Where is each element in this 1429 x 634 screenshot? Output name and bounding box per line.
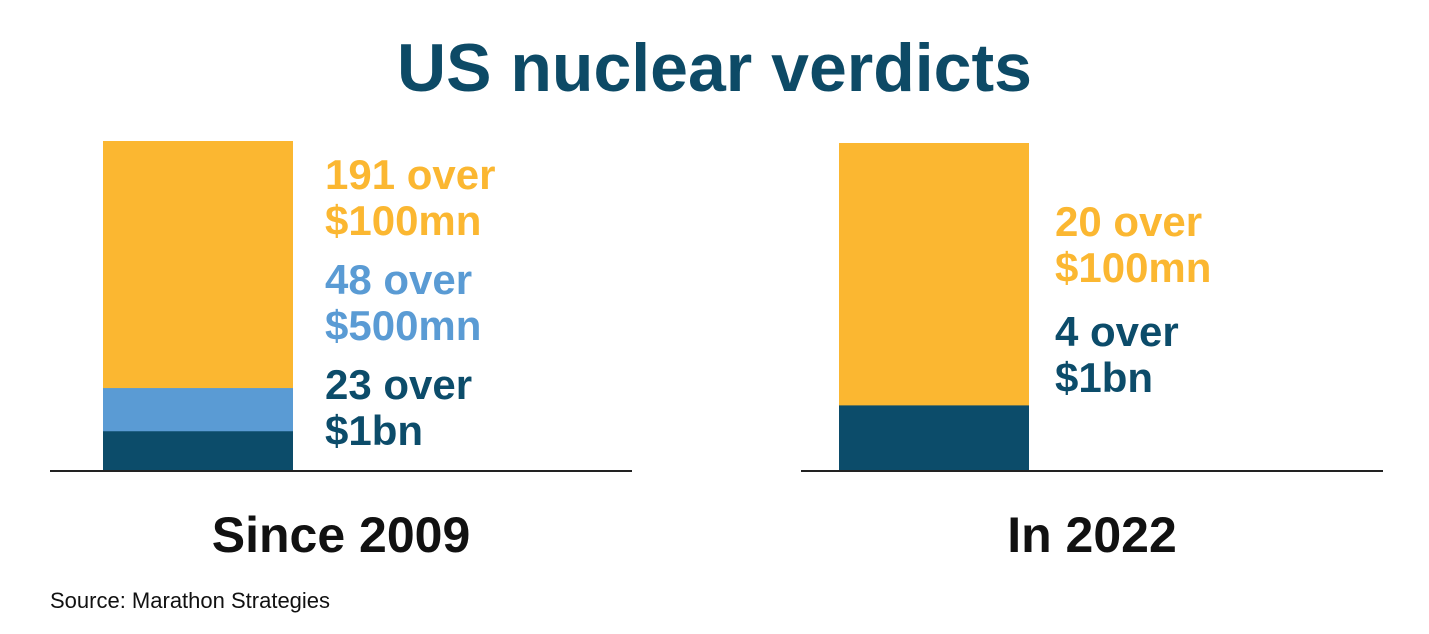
segment-label-over-100mn: 191 over $100mn [325, 152, 495, 244]
segment-label-threshold: $100mn [325, 197, 482, 244]
segment-label-over-100mn: 20 over $100mn [1055, 199, 1211, 291]
stacked-bar-since-2009 [103, 141, 293, 471]
segment-label-over-500mn: 48 over $500mn [325, 257, 481, 349]
bar-segment-over-1bn [839, 405, 1029, 471]
panel-label-since-2009: Since 2009 [211, 507, 471, 563]
panel-label-in-2022: In 2022 [1007, 507, 1177, 563]
segment-label-threshold: $1bn [325, 407, 424, 454]
segment-label-count: 191 over [325, 151, 496, 198]
chart-panel-since-2009: 191 over $100mn 48 over $500mn 23 over $… [50, 141, 632, 563]
source-note: Source: Marathon Strategies [50, 588, 331, 613]
chart-panel-in-2022: 20 over $100mn 4 over $1bn In 2022 [715, 0, 1429, 634]
bar-segment-over-1bn [103, 431, 293, 471]
segment-label-count: 20 over [1055, 198, 1203, 245]
stacked-bar-in-2022 [839, 143, 1029, 471]
bar-svg [839, 143, 1029, 471]
segment-label-threshold: $100mn [1055, 244, 1212, 291]
segment-label-threshold: $1bn [1055, 354, 1154, 401]
baseline [50, 470, 632, 472]
segment-label-over-1bn: 23 over $1bn [325, 362, 472, 454]
segment-label-count: 23 over [325, 361, 473, 408]
segment-label-over-1bn: 4 over $1bn [1055, 309, 1179, 401]
chart-title: US nuclear verdicts [397, 30, 1032, 106]
baseline [801, 470, 1383, 472]
bar-svg [103, 141, 293, 471]
segment-label-count: 4 over [1055, 308, 1179, 355]
segment-label-threshold: $500mn [325, 302, 482, 349]
segment-label-count: 48 over [325, 256, 473, 303]
